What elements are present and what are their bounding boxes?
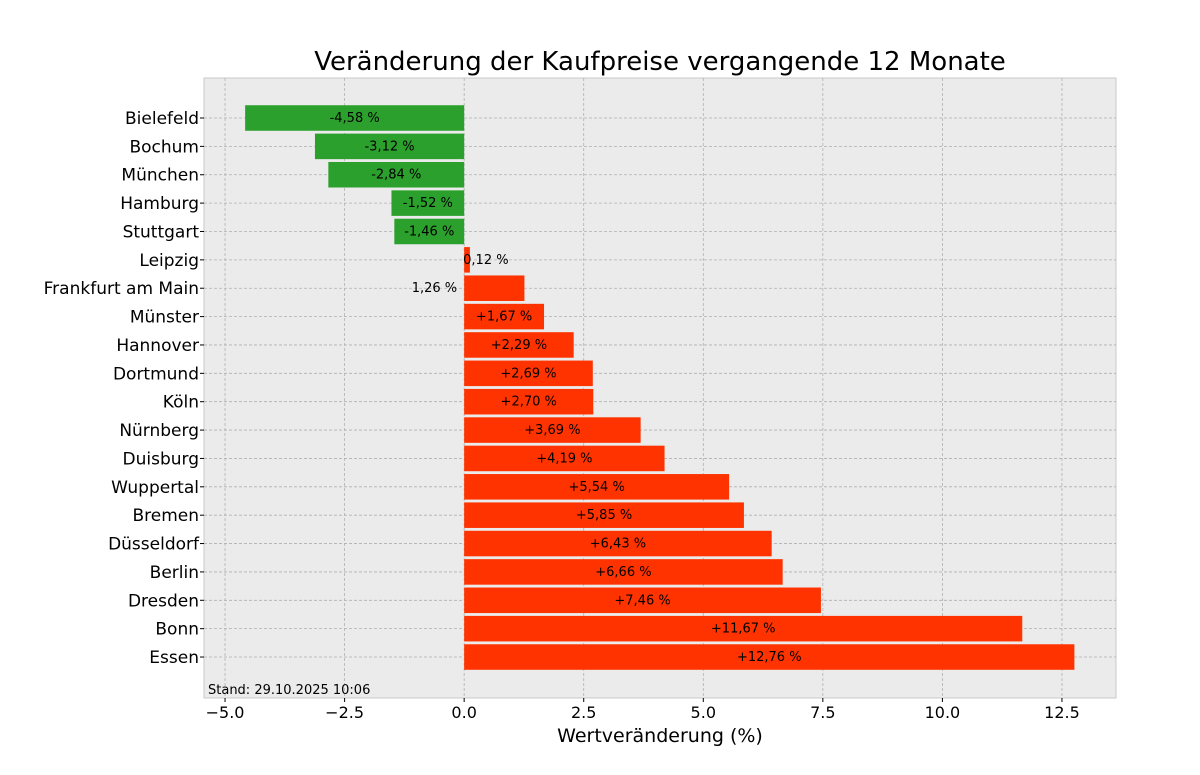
chart-title: Veränderung der Kaufpreise vergangende 1…: [314, 47, 1006, 77]
data-label: -1,52 %: [403, 196, 453, 211]
data-label: +12,76 %: [737, 650, 802, 665]
bar-hamburg: [391, 190, 465, 216]
y-tick-label: Bremen: [132, 506, 199, 526]
y-tick-label: Leipzig: [139, 251, 199, 271]
y-tick-label: Frankfurt am Main: [44, 279, 199, 299]
bar-frankfurt-am-main: [464, 275, 525, 301]
data-label: +1,67 %: [476, 310, 532, 325]
x-tick-label: 10.0: [925, 703, 961, 722]
bar-leipzig: [464, 247, 470, 273]
bar-bochum: [314, 133, 465, 160]
bar-hannover: [464, 332, 574, 358]
bar-wuppertal: [464, 474, 730, 500]
x-tick-label: −5.0: [206, 703, 245, 722]
data-label: +2,70 %: [501, 395, 557, 410]
bar-bonn: [464, 615, 1023, 642]
y-tick-label: Düsseldorf: [108, 535, 200, 555]
x-tick-label: 12.5: [1044, 703, 1080, 722]
bar-münster: [464, 303, 545, 330]
y-tick-label: Duisburg: [123, 449, 200, 469]
bar-bielefeld: [245, 105, 465, 131]
x-tick-label: 7.5: [810, 703, 835, 722]
bar-nürnberg: [464, 417, 641, 443]
y-tick-label: Bochum: [129, 137, 199, 157]
stand-annotation: Stand: 29.10.2025 10:06: [208, 683, 370, 698]
y-tick-label: Dortmund: [113, 364, 199, 384]
x-tick-label: 0.0: [451, 703, 476, 722]
data-label: +7,46 %: [614, 593, 670, 608]
x-tick-label: −2.5: [325, 703, 364, 722]
data-label: +4,19 %: [536, 451, 592, 466]
data-label: -1,46 %: [404, 224, 454, 239]
data-label: -4,58 %: [330, 111, 380, 126]
bar-dortmund: [464, 360, 593, 387]
data-label: +5,85 %: [576, 508, 632, 523]
y-tick-label: Hannover: [116, 336, 199, 356]
data-label: +11,67 %: [711, 622, 776, 637]
data-label: +6,66 %: [595, 565, 651, 580]
bar-köln: [464, 388, 594, 415]
y-tick-label: Berlin: [150, 563, 199, 583]
bar-duisburg: [464, 445, 665, 472]
y-tick-label: Bonn: [155, 620, 199, 640]
y-tick-label: Köln: [163, 393, 199, 413]
y-tick-label: Nürnberg: [119, 421, 199, 441]
data-label: +5,54 %: [568, 480, 624, 495]
y-tick-label: Bielefeld: [125, 109, 199, 129]
data-label: +6,43 %: [590, 537, 646, 552]
data-label: 1,26 %: [412, 281, 457, 296]
bar-münchen: [328, 161, 465, 188]
y-tick-label: Hamburg: [120, 194, 199, 214]
y-tick-label: Stuttgart: [123, 222, 200, 242]
y-tick-label: Essen: [149, 648, 199, 668]
x-axis-label: Wertveränderung (%): [557, 725, 763, 747]
data-label: 0,12 %: [463, 253, 508, 268]
y-tick-label: München: [121, 166, 199, 186]
data-label: -2,84 %: [371, 168, 421, 183]
y-tick-label: Wuppertal: [111, 478, 199, 498]
bar-essen: [464, 644, 1075, 670]
data-label: -3,12 %: [364, 139, 414, 154]
y-tick-label: Münster: [130, 308, 199, 328]
x-tick-label: 2.5: [571, 703, 596, 722]
bar-stuttgart: [394, 218, 465, 245]
data-label: +2,69 %: [500, 366, 556, 381]
y-tick-label: Dresden: [128, 591, 199, 611]
bar-bremen: [464, 502, 744, 528]
bar-berlin: [464, 559, 783, 585]
bar-düsseldorf: [464, 530, 772, 557]
data-label: +2,29 %: [491, 338, 547, 353]
bar-dresden: [464, 587, 821, 614]
x-tick-label: 5.0: [691, 703, 716, 722]
data-label: +3,69 %: [524, 423, 580, 438]
